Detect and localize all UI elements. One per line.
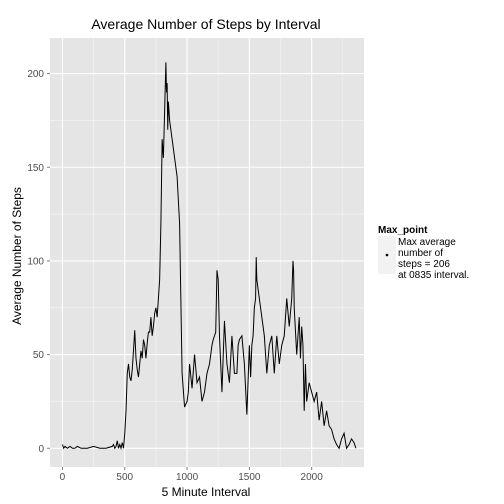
x-tick-label: 1500 — [238, 472, 261, 483]
x-tick-label: 1000 — [176, 472, 199, 483]
x-axis-title: 5 Minute Interval — [162, 485, 251, 499]
legend-key-point — [385, 253, 389, 257]
legend-title: Max_point — [378, 225, 428, 236]
chart-title: Average Number of Steps by Interval — [91, 16, 320, 32]
y-tick-label: 0 — [38, 444, 44, 455]
y-tick-label: 200 — [27, 69, 44, 80]
x-axis-ticks: 0 500 1000 1500 2000 — [60, 467, 324, 483]
plot-panel — [50, 38, 364, 467]
legend: Max_point Max average number of steps = … — [378, 225, 469, 281]
x-tick-label: 0 — [60, 472, 66, 483]
major-grid — [50, 38, 364, 467]
legend-label-line: number of — [398, 248, 443, 259]
y-tick-label: 50 — [33, 350, 45, 361]
y-axis-title: Average Number of Steps — [10, 187, 24, 325]
panel-background — [50, 38, 364, 467]
x-tick-label: 500 — [116, 472, 133, 483]
legend-label-line: steps = 206 — [398, 259, 450, 270]
legend-label-line: Max average — [398, 237, 456, 248]
x-tick-label: 2000 — [301, 472, 324, 483]
minor-grid — [50, 38, 364, 467]
legend-label-line: at 0835 interval. — [398, 270, 469, 281]
series-line — [61, 62, 357, 451]
y-axis-ticks: 0 50 100 150 200 — [27, 69, 50, 455]
y-tick-label: 150 — [27, 163, 44, 174]
y-tick-label: 100 — [27, 256, 44, 267]
